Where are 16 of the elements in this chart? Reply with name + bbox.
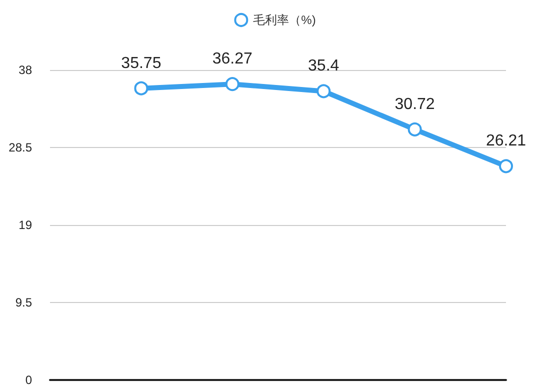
point: [225, 77, 240, 92]
point: [499, 159, 513, 174]
y-tick-label: 38: [18, 63, 32, 77]
y-tick-label: 9.5: [15, 296, 32, 310]
point: [408, 122, 422, 136]
data-label: 26.21: [486, 132, 526, 150]
data-label: 30.72: [394, 96, 435, 113]
point: [316, 84, 331, 98]
y-tick-label: 19: [18, 218, 32, 232]
legend-label: 毛利率（%): [253, 13, 316, 27]
point: [134, 81, 148, 96]
y-tick-label: 28.5: [8, 140, 32, 154]
data-label: 36.27: [212, 50, 253, 68]
data-label: 35.75: [121, 54, 162, 72]
data-label: 35.4: [308, 58, 340, 75]
y-tick-label: 0: [25, 373, 32, 387]
